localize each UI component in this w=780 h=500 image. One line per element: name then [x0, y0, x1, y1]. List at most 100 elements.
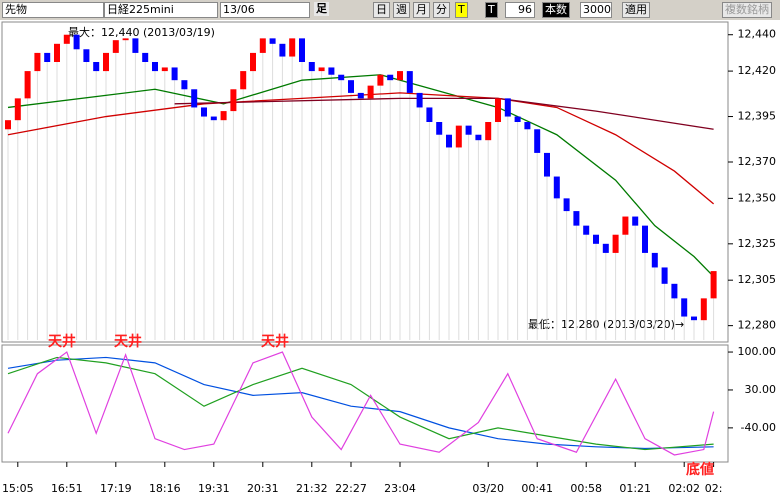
month-btn[interactable]: 月	[413, 2, 430, 18]
candle	[553, 176, 560, 199]
multi-btn[interactable]: 複数銘柄	[722, 2, 772, 18]
y-tick-label: 100.00	[738, 345, 777, 358]
candle	[691, 316, 697, 321]
x-tick-label: 21:32	[296, 482, 328, 495]
candle	[642, 225, 648, 253]
candle	[485, 122, 492, 141]
month-select[interactable]: 13/06	[220, 2, 310, 18]
candle	[671, 283, 678, 299]
bar-label: 足	[314, 2, 329, 16]
candle	[299, 38, 305, 62]
y-tick-label: 30.00	[745, 383, 777, 396]
y-tick-label: 12,280	[738, 319, 777, 332]
candle	[210, 116, 217, 121]
candle	[269, 38, 276, 44]
candle	[220, 111, 227, 121]
candle	[612, 234, 619, 253]
candle	[328, 67, 335, 75]
candle	[367, 85, 374, 99]
week-btn[interactable]: 週	[393, 2, 410, 18]
toolbar: 先物 日経225mini 13/06 足 日 週 月 分 T T 96 本数 3…	[0, 0, 780, 20]
y-tick-label: 12,370	[738, 155, 777, 168]
period-input[interactable]: 96	[505, 2, 535, 18]
osc-line	[7, 351, 715, 456]
candle	[191, 89, 198, 108]
candle	[710, 271, 717, 299]
candle	[34, 52, 41, 72]
candle	[387, 74, 394, 81]
x-tick-label: 03/20	[472, 482, 504, 495]
candle	[14, 98, 21, 121]
candle	[201, 107, 207, 117]
x-tick-label: 02:02	[668, 482, 700, 495]
x-tick-label: 19:31	[198, 482, 230, 495]
candle	[230, 89, 237, 112]
x-tick-label: 22:27	[335, 482, 367, 495]
candle	[5, 120, 11, 130]
annotation: 底値	[686, 461, 714, 478]
y-tick-label: 12,440	[738, 28, 777, 41]
y-tick-label: 12,395	[738, 110, 777, 123]
y-tick-label: 12,325	[738, 237, 777, 250]
minute-btn[interactable]: 分	[433, 2, 450, 18]
candle	[93, 62, 100, 72]
candle	[495, 98, 501, 122]
y-tick-label: 12,420	[738, 64, 777, 77]
candle	[73, 34, 80, 50]
max-label: 最大：12,440 (2013/03/19)	[68, 25, 215, 39]
annotation: 天井	[114, 333, 142, 350]
day-btn[interactable]: 日	[373, 2, 390, 18]
candle	[406, 71, 413, 93]
candle	[622, 216, 629, 235]
x-tick-label: 23:04	[384, 482, 416, 495]
candle	[112, 40, 119, 53]
candle	[348, 80, 354, 93]
tick-label: T	[485, 2, 498, 18]
candle	[416, 92, 423, 108]
candle	[504, 98, 511, 117]
x-tick-label: 17:19	[100, 482, 132, 495]
x-tick-label: 00:41	[521, 482, 553, 495]
count-input[interactable]: 3000	[580, 2, 612, 18]
candle	[250, 52, 256, 72]
candle	[377, 74, 384, 86]
candle	[534, 129, 541, 153]
ma-line	[174, 97, 714, 130]
tick-btn[interactable]: T	[455, 2, 468, 18]
annotation: 天井	[261, 333, 289, 350]
candle	[181, 80, 188, 90]
osc-panel	[1, 344, 729, 463]
candle	[142, 52, 149, 62]
main-panel	[1, 21, 729, 343]
candle	[524, 122, 531, 130]
candle	[661, 267, 668, 284]
candle	[132, 38, 139, 53]
candle	[44, 52, 51, 62]
candle	[651, 252, 658, 268]
candle	[593, 234, 599, 244]
candle	[583, 225, 590, 235]
annotation: 天井	[48, 333, 76, 350]
candle	[397, 71, 403, 81]
y-tick-label: 12,350	[738, 191, 777, 204]
candle	[602, 243, 609, 253]
candle	[475, 134, 482, 141]
candle	[152, 62, 158, 72]
candle	[308, 62, 315, 72]
osc-line	[7, 356, 714, 451]
y-tick-label: 12,305	[738, 273, 777, 286]
candle	[279, 43, 286, 57]
x-tick-label: 20:31	[247, 482, 279, 495]
candle	[54, 43, 60, 62]
candle	[171, 67, 178, 81]
candle	[83, 49, 90, 62]
candle	[446, 134, 452, 148]
x-tick-label: 16:51	[51, 482, 83, 495]
candle	[436, 122, 443, 135]
candle	[63, 34, 70, 44]
market-select[interactable]: 先物	[2, 2, 104, 18]
product-select[interactable]: 日経225mini	[104, 2, 218, 18]
candle	[259, 38, 266, 53]
apply-btn[interactable]: 適用	[622, 2, 650, 18]
